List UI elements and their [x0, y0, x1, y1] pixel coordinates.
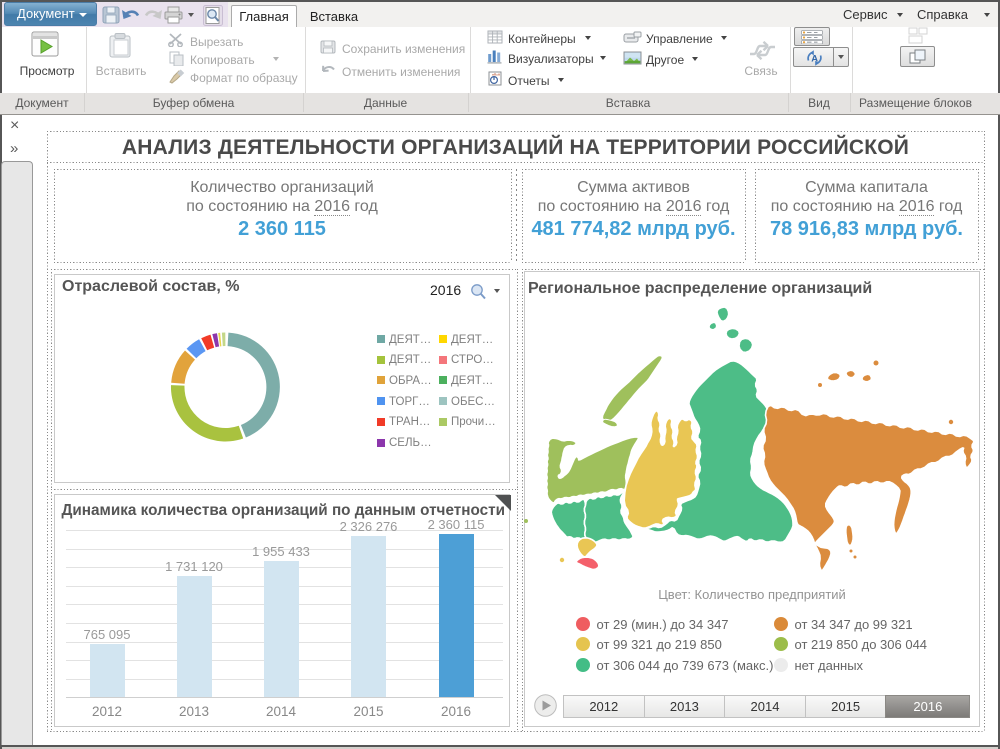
svg-text:A: A: [811, 54, 818, 65]
